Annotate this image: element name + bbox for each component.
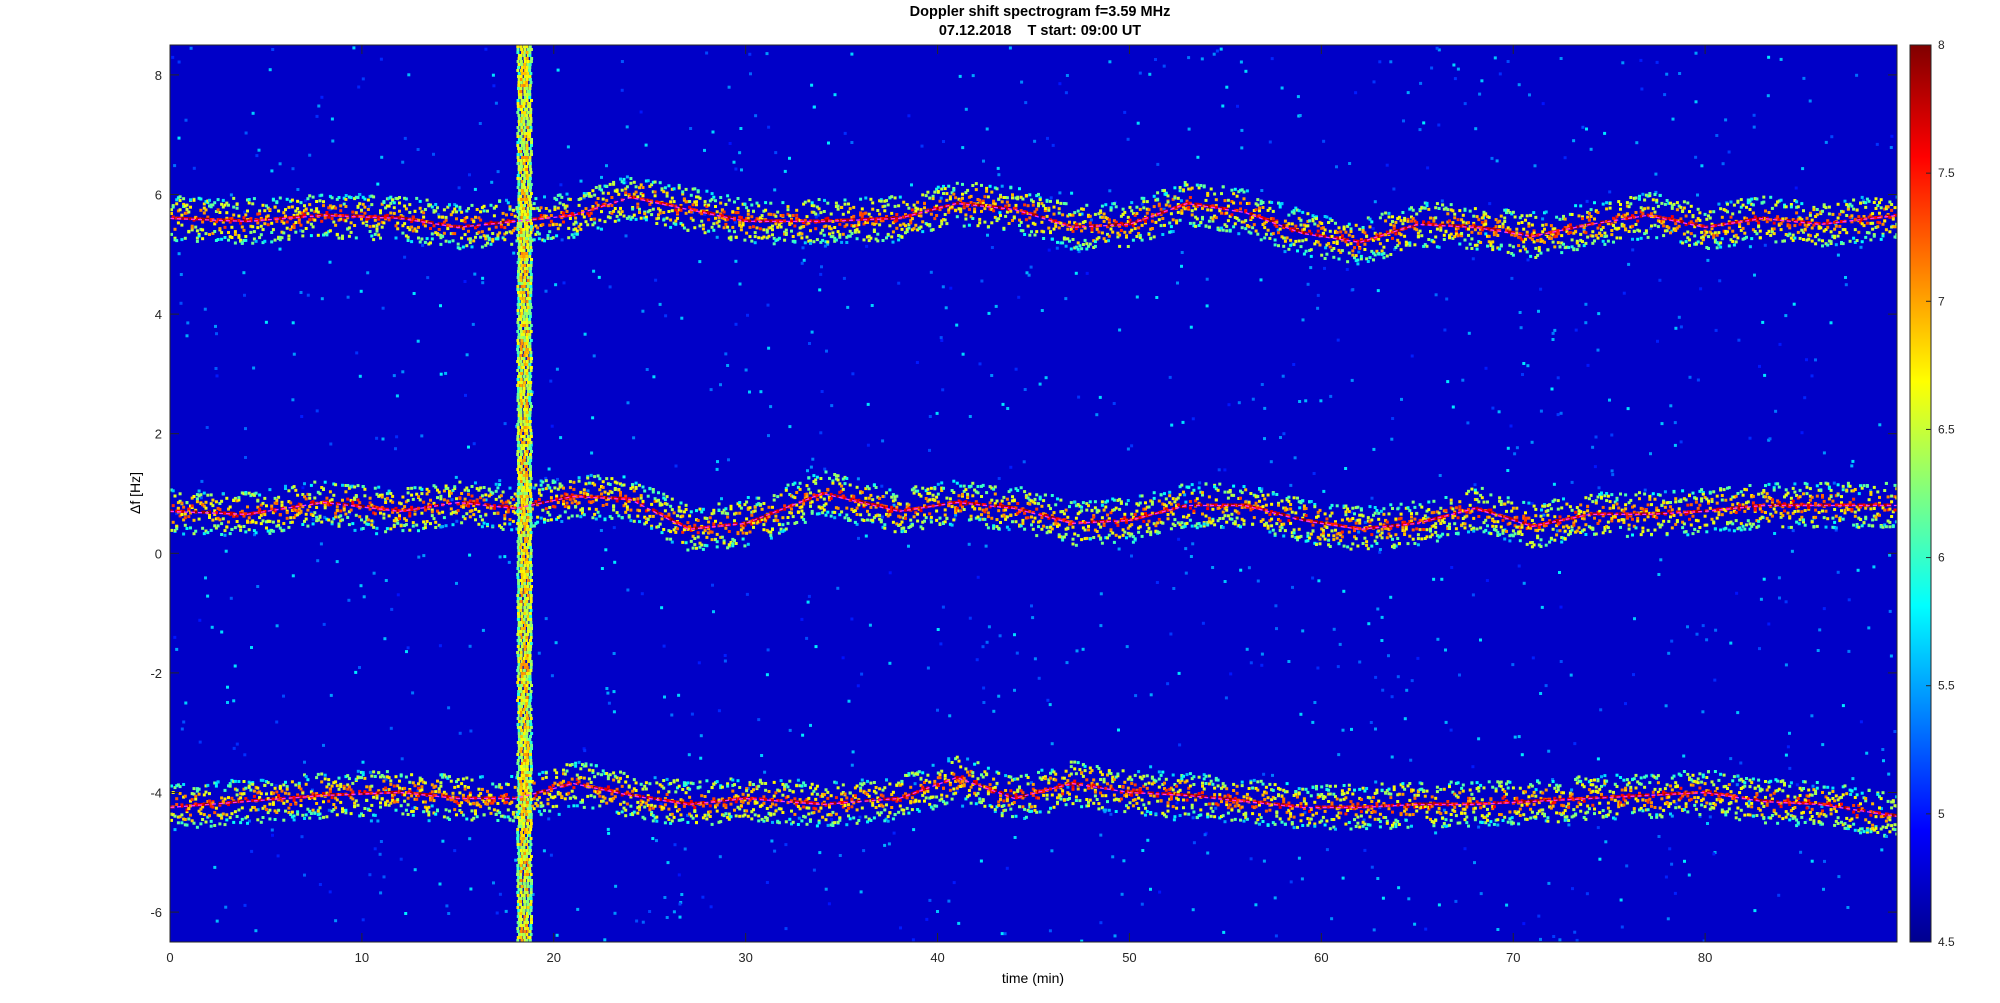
trace-line-layer [170,196,1897,818]
x-axis-ticks: 0 10 20 30 40 50 60 70 80 [166,45,1712,965]
y-tick-label: -4 [150,786,162,801]
trace-line-middle [170,492,1897,531]
y-axis-label: Δf [Hz] [127,472,143,514]
x-tick-label: 20 [547,950,561,965]
colorbar-tick-label: 7.5 [1938,166,1955,180]
chart-title: Doppler shift spectrogram f=3.59 MHz [909,4,1171,20]
colorbar [1909,44,1932,943]
x-tick-label: 0 [166,950,173,965]
y-tick-label: 0 [155,546,162,561]
colorbar-tick-label: 7 [1938,294,1945,308]
x-tick-label: 50 [1122,950,1136,965]
x-tick-label: 30 [738,950,752,965]
y-axis-ticks: 8 6 4 2 0 -2 -4 -6 [150,68,1897,920]
chart-subtitle: 07.12.2018 T start: 09:00 UT [938,23,1142,39]
colorbar-tick-label: 4.5 [1938,935,1955,949]
x-tick-label: 70 [1506,950,1520,965]
colorbar-tick-label: 5.5 [1938,679,1955,693]
colorbar-tick-label: 6 [1938,551,1945,565]
y-tick-label: 4 [155,307,162,322]
trace-line-lower [170,776,1897,818]
x-tick-label: 10 [355,950,369,965]
x-tick-label: 60 [1314,950,1328,965]
colorbar-ticks: 8 7.5 7 6.5 6 5.5 5 4.5 [1926,38,1955,949]
x-tick-label: 80 [1698,950,1712,965]
colorbar-tick-label: 8 [1938,38,1945,52]
colorbar-tick-label: 6.5 [1938,422,1955,436]
y-tick-label: -2 [150,666,162,681]
y-tick-label: 6 [155,188,162,203]
plot-area-border [169,44,1898,943]
y-tick-label: 2 [155,427,162,442]
x-axis-label: time (min) [1002,970,1064,986]
colorbar-tick-label: 5 [1938,807,1945,821]
trace-line-upper [170,196,1897,243]
x-tick-label: 40 [930,950,944,965]
y-tick-label: -6 [150,905,162,920]
y-tick-label: 8 [155,68,162,83]
